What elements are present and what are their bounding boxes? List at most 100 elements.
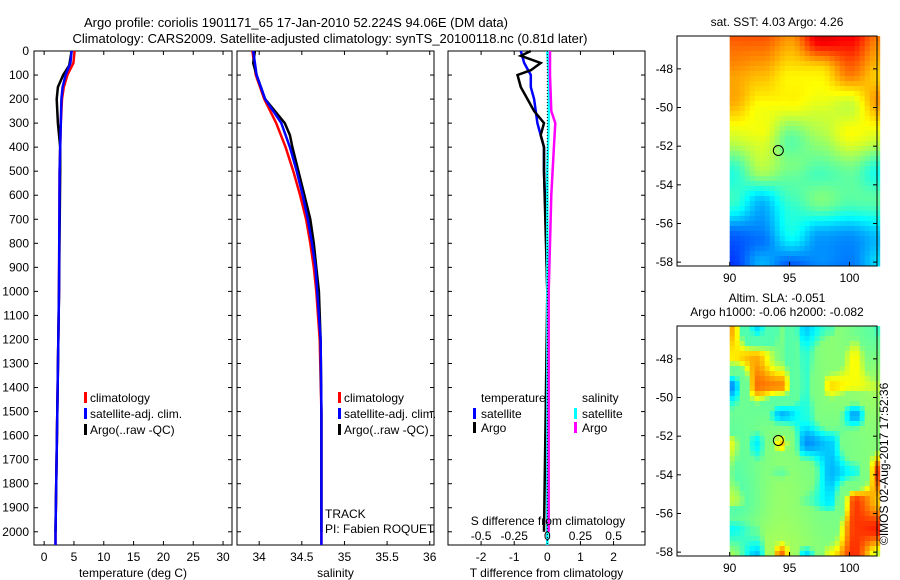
heatmap-cell [804,261,811,267]
heatmap-cell [779,41,786,47]
heatmap-cell [819,481,826,487]
heatmap-cell [774,326,781,332]
heatmap-cell [744,491,751,497]
heatmap-cell [809,376,816,382]
heatmap-cell [734,331,741,337]
heatmap-cell [769,461,776,467]
heatmap-cell [809,221,816,227]
heatmap-cell [759,51,766,57]
heatmap-cell [849,106,856,112]
heatmap-cell [869,521,876,527]
heatmap-cell [794,391,801,397]
heatmap-cell [869,161,876,167]
heatmap-cell [859,131,866,137]
heatmap-cell [814,471,821,477]
legend-label: Argo [582,421,608,435]
heatmap-cell [814,456,821,462]
heatmap-cell [739,401,746,407]
heatmap-cell [749,261,756,267]
heatmap-cell [774,226,781,232]
heatmap-cell [754,166,761,172]
heatmap-cell [804,181,811,187]
heatmap-cell [819,226,826,232]
heatmap-cell [819,236,826,242]
heatmap-cell [754,351,761,357]
heatmap-cell [799,51,806,57]
heatmap-cell [824,156,831,162]
heatmap-cell [814,536,821,542]
heatmap-cell [744,516,751,522]
heatmap-cell [754,371,761,377]
heatmap-cell [739,131,746,137]
heatmap-cell [814,171,821,177]
heatmap-cell [734,86,741,92]
heatmap-cell [794,221,801,227]
heatmap-cell [794,481,801,487]
heatmap-cell [859,341,866,347]
heatmap-cell [729,241,736,247]
heatmap-cell [779,256,786,262]
heatmap-cell [759,411,766,417]
heatmap-cell [744,401,751,407]
heatmap-cell [844,471,851,477]
heatmap-cell [769,131,776,137]
heatmap-cell [769,171,776,177]
heatmap-cell [829,41,836,47]
heatmap-cell [754,471,761,477]
heatmap-cell [819,126,826,132]
heatmap-cell [799,491,806,497]
heatmap-cell [834,431,841,437]
legend-swatch [338,408,341,419]
heatmap-cell [859,241,866,247]
heatmap-cell [829,141,836,147]
heatmap-cell [839,101,846,107]
heatmap-cell [814,146,821,152]
heatmap-cell [784,206,791,212]
heatmap-cell [819,86,826,92]
heatmap-cell [814,361,821,367]
heatmap-cell [769,546,776,552]
x-tick-label: 0 [544,550,551,564]
heatmap-cell [734,41,741,47]
heatmap-cell [739,421,746,427]
heatmap-cell [729,551,736,557]
heatmap-cell [819,536,826,542]
heatmap-cell [799,361,806,367]
heatmap-cell [849,471,856,477]
heatmap-cell [829,541,836,547]
heatmap-cell [819,46,826,52]
heatmap-cell [834,76,841,82]
heatmap-cell [789,156,796,162]
heatmap-cell [809,201,816,207]
heatmap-cell [749,336,756,342]
heatmap-cell [764,351,771,357]
heatmap-cell [764,231,771,237]
heatmap-cell [814,66,821,72]
heatmap-cell [739,521,746,527]
heatmap-cell [864,406,871,412]
heatmap-cell [739,41,746,47]
heatmap-cell [804,511,811,517]
heatmap-cell [784,151,791,157]
heatmap-cell [844,111,851,117]
heatmap-cell [754,51,761,57]
heatmap-cell [749,376,756,382]
heatmap-cell [734,421,741,427]
heatmap-cell [744,111,751,117]
heatmap-cell [839,356,846,362]
heatmap-cell [774,51,781,57]
heatmap-cell [849,381,856,387]
heatmap-cell [774,96,781,102]
heatmap-cell [809,346,816,352]
heatmap-cell [834,471,841,477]
heatmap-cell [839,381,846,387]
heatmap-cell [859,251,866,257]
heatmap-cell [819,411,826,417]
heatmap-cell [779,546,786,552]
sla-heatmap [729,326,881,557]
heatmap-cell [824,251,831,257]
heatmap-cell [774,131,781,137]
heatmap-cell [774,81,781,87]
heatmap-cell [849,521,856,527]
heatmap-cell [774,116,781,122]
